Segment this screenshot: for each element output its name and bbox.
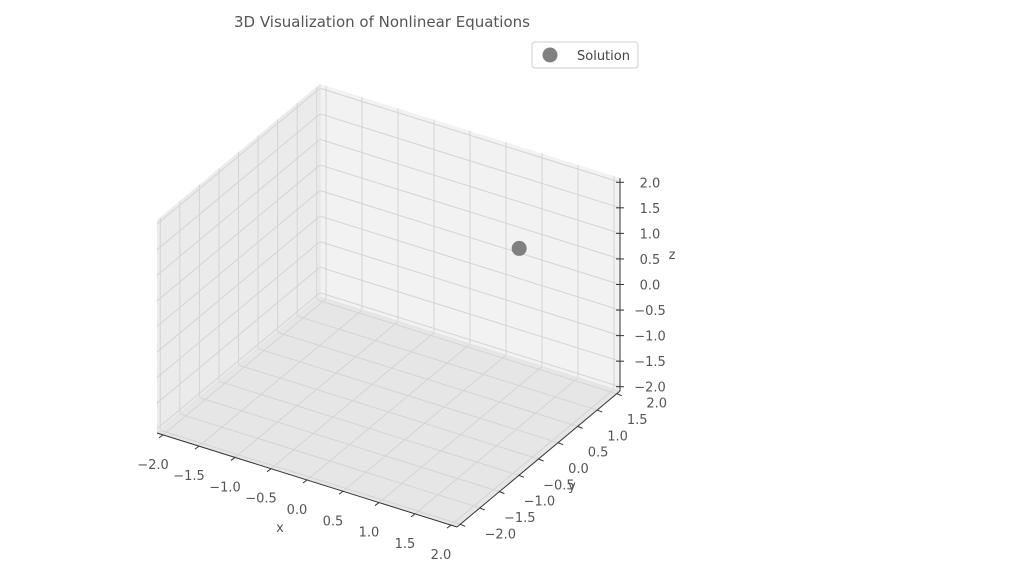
- y-tick: [577, 425, 583, 429]
- y-tick: [499, 491, 505, 495]
- legend: Solution: [531, 41, 639, 69]
- grid-line: [316, 299, 617, 395]
- x-tick-label: 0.0: [287, 503, 308, 518]
- grid-line: [277, 331, 578, 427]
- axis-panes: [157, 84, 620, 527]
- data-points: [511, 240, 527, 256]
- pane-edge: [156, 296, 321, 434]
- grid-line: [156, 113, 321, 251]
- x-tick: [158, 434, 164, 439]
- grid-line: [342, 354, 507, 492]
- y-tick: [596, 409, 603, 413]
- x-tick: [230, 457, 236, 461]
- legend-marker: [542, 47, 558, 63]
- z-tick-label: 1.5: [640, 202, 661, 217]
- axis-ticks: −2.0−1.5−1.0−0.50.00.51.01.52.0−2.0−1.5−…: [137, 176, 667, 563]
- grid-line: [156, 87, 321, 225]
- grid-line: [319, 164, 621, 260]
- x-tick: [266, 468, 272, 473]
- y-tick: [616, 393, 622, 397]
- x-tick: [374, 502, 380, 506]
- y-tick: [460, 523, 466, 527]
- y-tick-label: −1.5: [504, 511, 536, 526]
- grid-line: [156, 138, 321, 276]
- z-tick-label: −2.0: [634, 381, 666, 396]
- x-tick: [446, 524, 452, 529]
- x-tick-label: −1.5: [173, 469, 205, 484]
- z-tick-label: −1.0: [634, 330, 666, 345]
- y-tick-label: −0.5: [543, 478, 575, 493]
- legend-box: [531, 41, 639, 69]
- grid-line: [319, 87, 621, 183]
- grid-line: [257, 348, 559, 444]
- x-axis-label: x: [276, 521, 284, 536]
- grid-line: [378, 366, 543, 503]
- y-tick-label: 1.5: [627, 413, 648, 428]
- z-tick-label: −1.5: [634, 355, 666, 370]
- grid-line: [319, 113, 621, 209]
- x-tick-label: −2.0: [137, 458, 169, 473]
- x-tick: [410, 513, 416, 518]
- legend-label: Solution: [577, 49, 630, 64]
- x-tick-label: 2.0: [431, 548, 452, 563]
- x-tick: [302, 479, 308, 484]
- grid-line: [297, 315, 598, 411]
- x-tick-label: 1.0: [359, 526, 380, 541]
- grid-line: [414, 377, 579, 515]
- x-tick-label: 1.5: [395, 537, 416, 552]
- grid-line: [319, 190, 621, 285]
- y-tick-label: 0.0: [568, 462, 589, 477]
- grid-line: [450, 388, 615, 526]
- y-tick-label: −1.0: [524, 495, 556, 510]
- z-axis-label: z: [669, 248, 676, 263]
- grid-line: [156, 164, 321, 302]
- solution-point: [511, 240, 527, 256]
- grid-lines: [156, 85, 621, 526]
- z-tick-label: −0.5: [634, 304, 666, 319]
- y-tick-label: 0.5: [588, 446, 609, 461]
- axis-edges: [156, 84, 621, 434]
- x-tick: [338, 490, 344, 495]
- grid-line: [319, 138, 621, 234]
- grid-line: [238, 364, 539, 460]
- z-tick-label: 1.0: [640, 227, 661, 242]
- x-tick-label: −1.0: [209, 480, 241, 495]
- y-tick-label: 1.0: [607, 429, 628, 444]
- y-tick: [518, 474, 525, 478]
- x-tick: [194, 445, 200, 450]
- y-axis-label: y: [568, 479, 576, 494]
- y-tick-label: 2.0: [646, 397, 667, 412]
- y-tick: [538, 458, 544, 462]
- x-tick-label: −0.5: [245, 492, 277, 507]
- z-tick-label: 2.0: [640, 176, 661, 191]
- x-tick-label: 0.5: [323, 514, 344, 529]
- y-tick: [557, 442, 564, 446]
- chart-title: 3D Visualization of Nonlinear Equations: [234, 13, 530, 31]
- y-tick: [479, 507, 486, 511]
- y-tick-label: −2.0: [484, 527, 516, 542]
- z-tick-label: 0.5: [640, 253, 661, 268]
- z-tick-label: 0.0: [640, 279, 661, 294]
- pane-edge: [319, 296, 621, 392]
- grid-line: [156, 190, 321, 327]
